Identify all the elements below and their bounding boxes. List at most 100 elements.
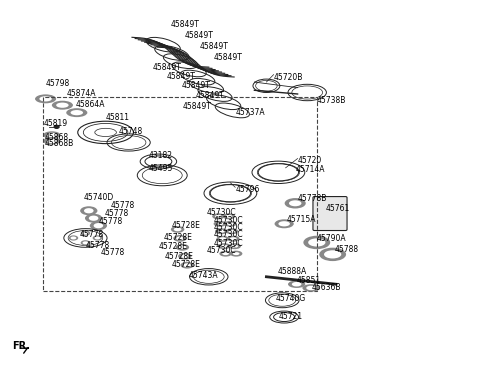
Ellipse shape <box>230 251 242 257</box>
Ellipse shape <box>95 236 100 239</box>
Ellipse shape <box>222 252 229 255</box>
Text: 45819: 45819 <box>43 119 67 128</box>
Ellipse shape <box>219 251 232 257</box>
Text: 45790A: 45790A <box>317 234 347 243</box>
Ellipse shape <box>214 221 226 227</box>
Text: 45778B: 45778B <box>298 194 327 203</box>
Ellipse shape <box>47 139 57 143</box>
Ellipse shape <box>180 262 194 269</box>
Text: 45728E: 45728E <box>164 252 193 261</box>
Text: 45849T: 45849T <box>185 31 214 40</box>
Ellipse shape <box>216 222 223 225</box>
Ellipse shape <box>173 235 187 242</box>
Text: 45730C: 45730C <box>214 223 243 232</box>
Ellipse shape <box>183 263 191 267</box>
Ellipse shape <box>215 215 222 218</box>
Ellipse shape <box>174 228 181 231</box>
Text: 45730C: 45730C <box>214 216 243 225</box>
Ellipse shape <box>319 248 346 261</box>
Ellipse shape <box>302 284 320 292</box>
Ellipse shape <box>66 108 87 117</box>
Ellipse shape <box>181 254 189 258</box>
Ellipse shape <box>54 125 59 128</box>
Ellipse shape <box>80 206 97 215</box>
Text: 45868: 45868 <box>44 133 68 142</box>
Ellipse shape <box>85 214 102 223</box>
Ellipse shape <box>47 133 57 137</box>
Ellipse shape <box>226 215 232 218</box>
Ellipse shape <box>288 280 305 288</box>
Ellipse shape <box>93 235 102 241</box>
Ellipse shape <box>176 236 184 240</box>
Text: 45849T: 45849T <box>199 42 228 51</box>
FancyBboxPatch shape <box>313 197 347 231</box>
Ellipse shape <box>218 230 225 233</box>
Text: 45811: 45811 <box>106 113 130 122</box>
Ellipse shape <box>219 237 226 240</box>
Ellipse shape <box>35 94 56 103</box>
Text: 45730C: 45730C <box>206 246 236 255</box>
Text: 45720B: 45720B <box>274 73 303 82</box>
Ellipse shape <box>223 213 235 219</box>
Ellipse shape <box>285 198 306 209</box>
Text: 45868B: 45868B <box>44 139 73 148</box>
Ellipse shape <box>171 226 184 233</box>
Ellipse shape <box>179 245 186 249</box>
Ellipse shape <box>83 241 88 244</box>
Text: 45714A: 45714A <box>296 165 325 174</box>
Text: 45874A: 45874A <box>66 89 96 98</box>
Text: 45798: 45798 <box>46 79 70 88</box>
Ellipse shape <box>176 244 189 251</box>
Text: 45796: 45796 <box>235 185 260 194</box>
Ellipse shape <box>52 101 73 110</box>
Text: 45728E: 45728E <box>163 233 192 242</box>
Ellipse shape <box>39 96 52 101</box>
Ellipse shape <box>212 213 225 219</box>
Text: 45728E: 45728E <box>172 260 201 269</box>
Text: 45778: 45778 <box>105 209 129 218</box>
Text: 45778: 45778 <box>101 248 125 257</box>
Text: 45743A: 45743A <box>188 271 218 280</box>
Text: 45849T: 45849T <box>167 72 196 81</box>
Bar <box>43 97 317 291</box>
Ellipse shape <box>230 237 237 240</box>
Ellipse shape <box>83 232 88 235</box>
Ellipse shape <box>84 208 94 213</box>
Text: 45888A: 45888A <box>277 267 307 276</box>
Ellipse shape <box>289 200 301 206</box>
Ellipse shape <box>216 236 229 242</box>
Ellipse shape <box>89 216 98 221</box>
Ellipse shape <box>81 231 90 236</box>
Ellipse shape <box>228 230 235 233</box>
Ellipse shape <box>292 282 301 286</box>
Text: 45849T: 45849T <box>181 81 210 90</box>
Text: 45636B: 45636B <box>312 283 341 292</box>
Text: 45849T: 45849T <box>153 63 181 72</box>
Text: 45778: 45778 <box>98 217 123 226</box>
Text: 45788: 45788 <box>335 245 359 254</box>
Ellipse shape <box>231 245 238 248</box>
Text: 45495: 45495 <box>149 164 173 173</box>
Ellipse shape <box>221 245 228 248</box>
Text: 45851: 45851 <box>297 276 321 285</box>
Text: 45778: 45778 <box>85 241 110 250</box>
Text: 45721: 45721 <box>278 312 302 321</box>
Ellipse shape <box>81 240 90 245</box>
Ellipse shape <box>178 253 192 260</box>
Text: 45715A: 45715A <box>287 215 316 224</box>
Text: 45761: 45761 <box>325 204 350 213</box>
Ellipse shape <box>324 250 341 258</box>
Ellipse shape <box>303 236 330 249</box>
Ellipse shape <box>228 243 241 249</box>
Text: 45720: 45720 <box>298 156 322 165</box>
Text: 45849T: 45849T <box>182 102 211 111</box>
Ellipse shape <box>275 219 294 228</box>
Text: 45730C: 45730C <box>214 231 243 239</box>
Ellipse shape <box>69 235 78 241</box>
Text: 45849T: 45849T <box>170 20 199 29</box>
Text: 45778: 45778 <box>79 231 104 239</box>
Text: 45748: 45748 <box>119 127 144 136</box>
Text: 45740D: 45740D <box>84 193 114 202</box>
Ellipse shape <box>71 110 83 115</box>
Ellipse shape <box>227 236 240 242</box>
